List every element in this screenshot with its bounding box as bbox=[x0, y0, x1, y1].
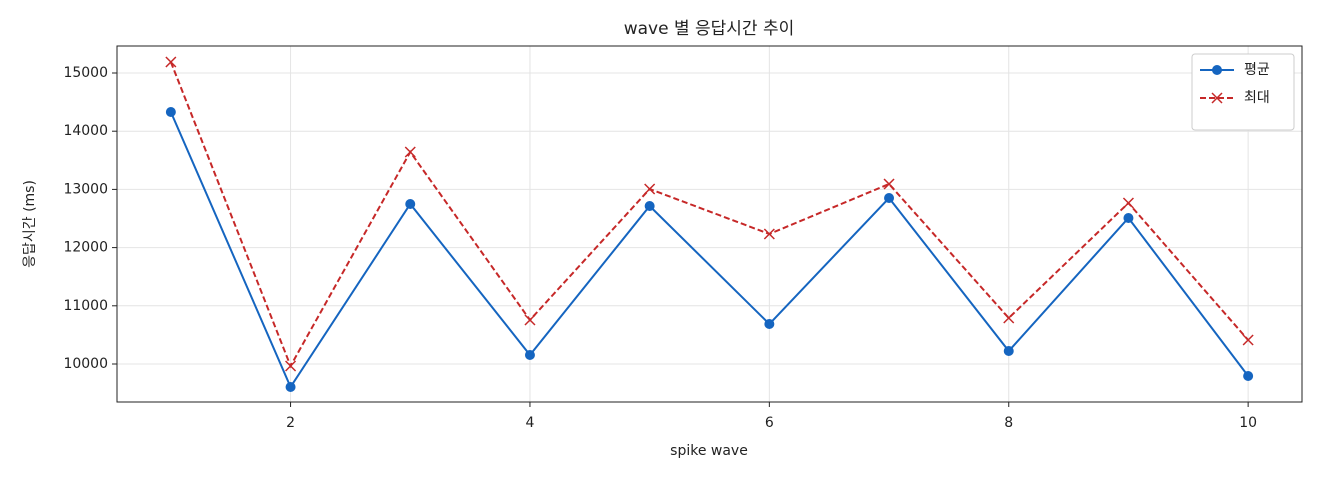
data-point bbox=[405, 199, 416, 210]
marker-stroke bbox=[404, 146, 416, 158]
y-axis-label: 응답시간 (ms) bbox=[22, 180, 38, 268]
x-tick-label: 8 bbox=[1004, 415, 1013, 431]
data-point bbox=[1003, 346, 1014, 357]
marker-stroke bbox=[644, 183, 656, 195]
data-point bbox=[644, 183, 656, 195]
data-point bbox=[524, 349, 535, 360]
y-tick-label: 12000 bbox=[63, 240, 108, 256]
marker-stroke bbox=[1122, 197, 1134, 209]
marker-stroke bbox=[1242, 334, 1254, 346]
data-point bbox=[764, 319, 775, 330]
marker-stroke bbox=[285, 360, 297, 372]
marker-stroke bbox=[165, 56, 177, 68]
legend-label: 평균 bbox=[1244, 62, 1270, 78]
marker-stroke bbox=[883, 178, 895, 190]
data-point bbox=[1242, 334, 1254, 346]
data-point bbox=[1243, 370, 1254, 381]
data-point bbox=[644, 200, 655, 211]
data-point bbox=[1003, 312, 1015, 324]
x-tick-label: 6 bbox=[765, 415, 774, 431]
marker-stroke bbox=[1003, 312, 1015, 324]
legend-label: 최대 bbox=[1244, 90, 1270, 106]
data-point bbox=[285, 381, 296, 392]
y-tick-label: 15000 bbox=[63, 65, 108, 81]
data-point bbox=[1123, 212, 1134, 223]
data-point bbox=[524, 314, 536, 326]
plot-frame bbox=[116, 45, 1303, 403]
legend-marker bbox=[1212, 65, 1222, 75]
legend-box bbox=[1191, 53, 1295, 131]
x-axis-label: spike wave bbox=[670, 443, 748, 459]
marker-stroke bbox=[524, 314, 536, 326]
y-tick-label: 10000 bbox=[63, 356, 108, 372]
data-point bbox=[165, 106, 176, 117]
data-point bbox=[165, 56, 177, 68]
data-point bbox=[884, 193, 895, 204]
y-tick-label: 11000 bbox=[63, 298, 108, 314]
series-line bbox=[169, 61, 1249, 369]
x-tick-label: 2 bbox=[286, 415, 295, 431]
legend-marker bbox=[1211, 92, 1223, 104]
data-point bbox=[285, 360, 297, 372]
y-tick-label: 13000 bbox=[63, 181, 108, 197]
x-tick-label: 10 bbox=[1239, 415, 1257, 431]
marker-stroke bbox=[1211, 92, 1223, 104]
data-point bbox=[404, 146, 416, 158]
x-tick-label: 4 bbox=[525, 415, 534, 431]
data-point bbox=[763, 228, 775, 240]
y-tick-label: 14000 bbox=[63, 123, 108, 139]
series-line bbox=[169, 111, 1249, 390]
marker-stroke bbox=[763, 228, 775, 240]
chart-title: wave 별 응답시간 추이 bbox=[624, 19, 795, 39]
data-point bbox=[883, 178, 895, 190]
data-point bbox=[1122, 197, 1134, 209]
